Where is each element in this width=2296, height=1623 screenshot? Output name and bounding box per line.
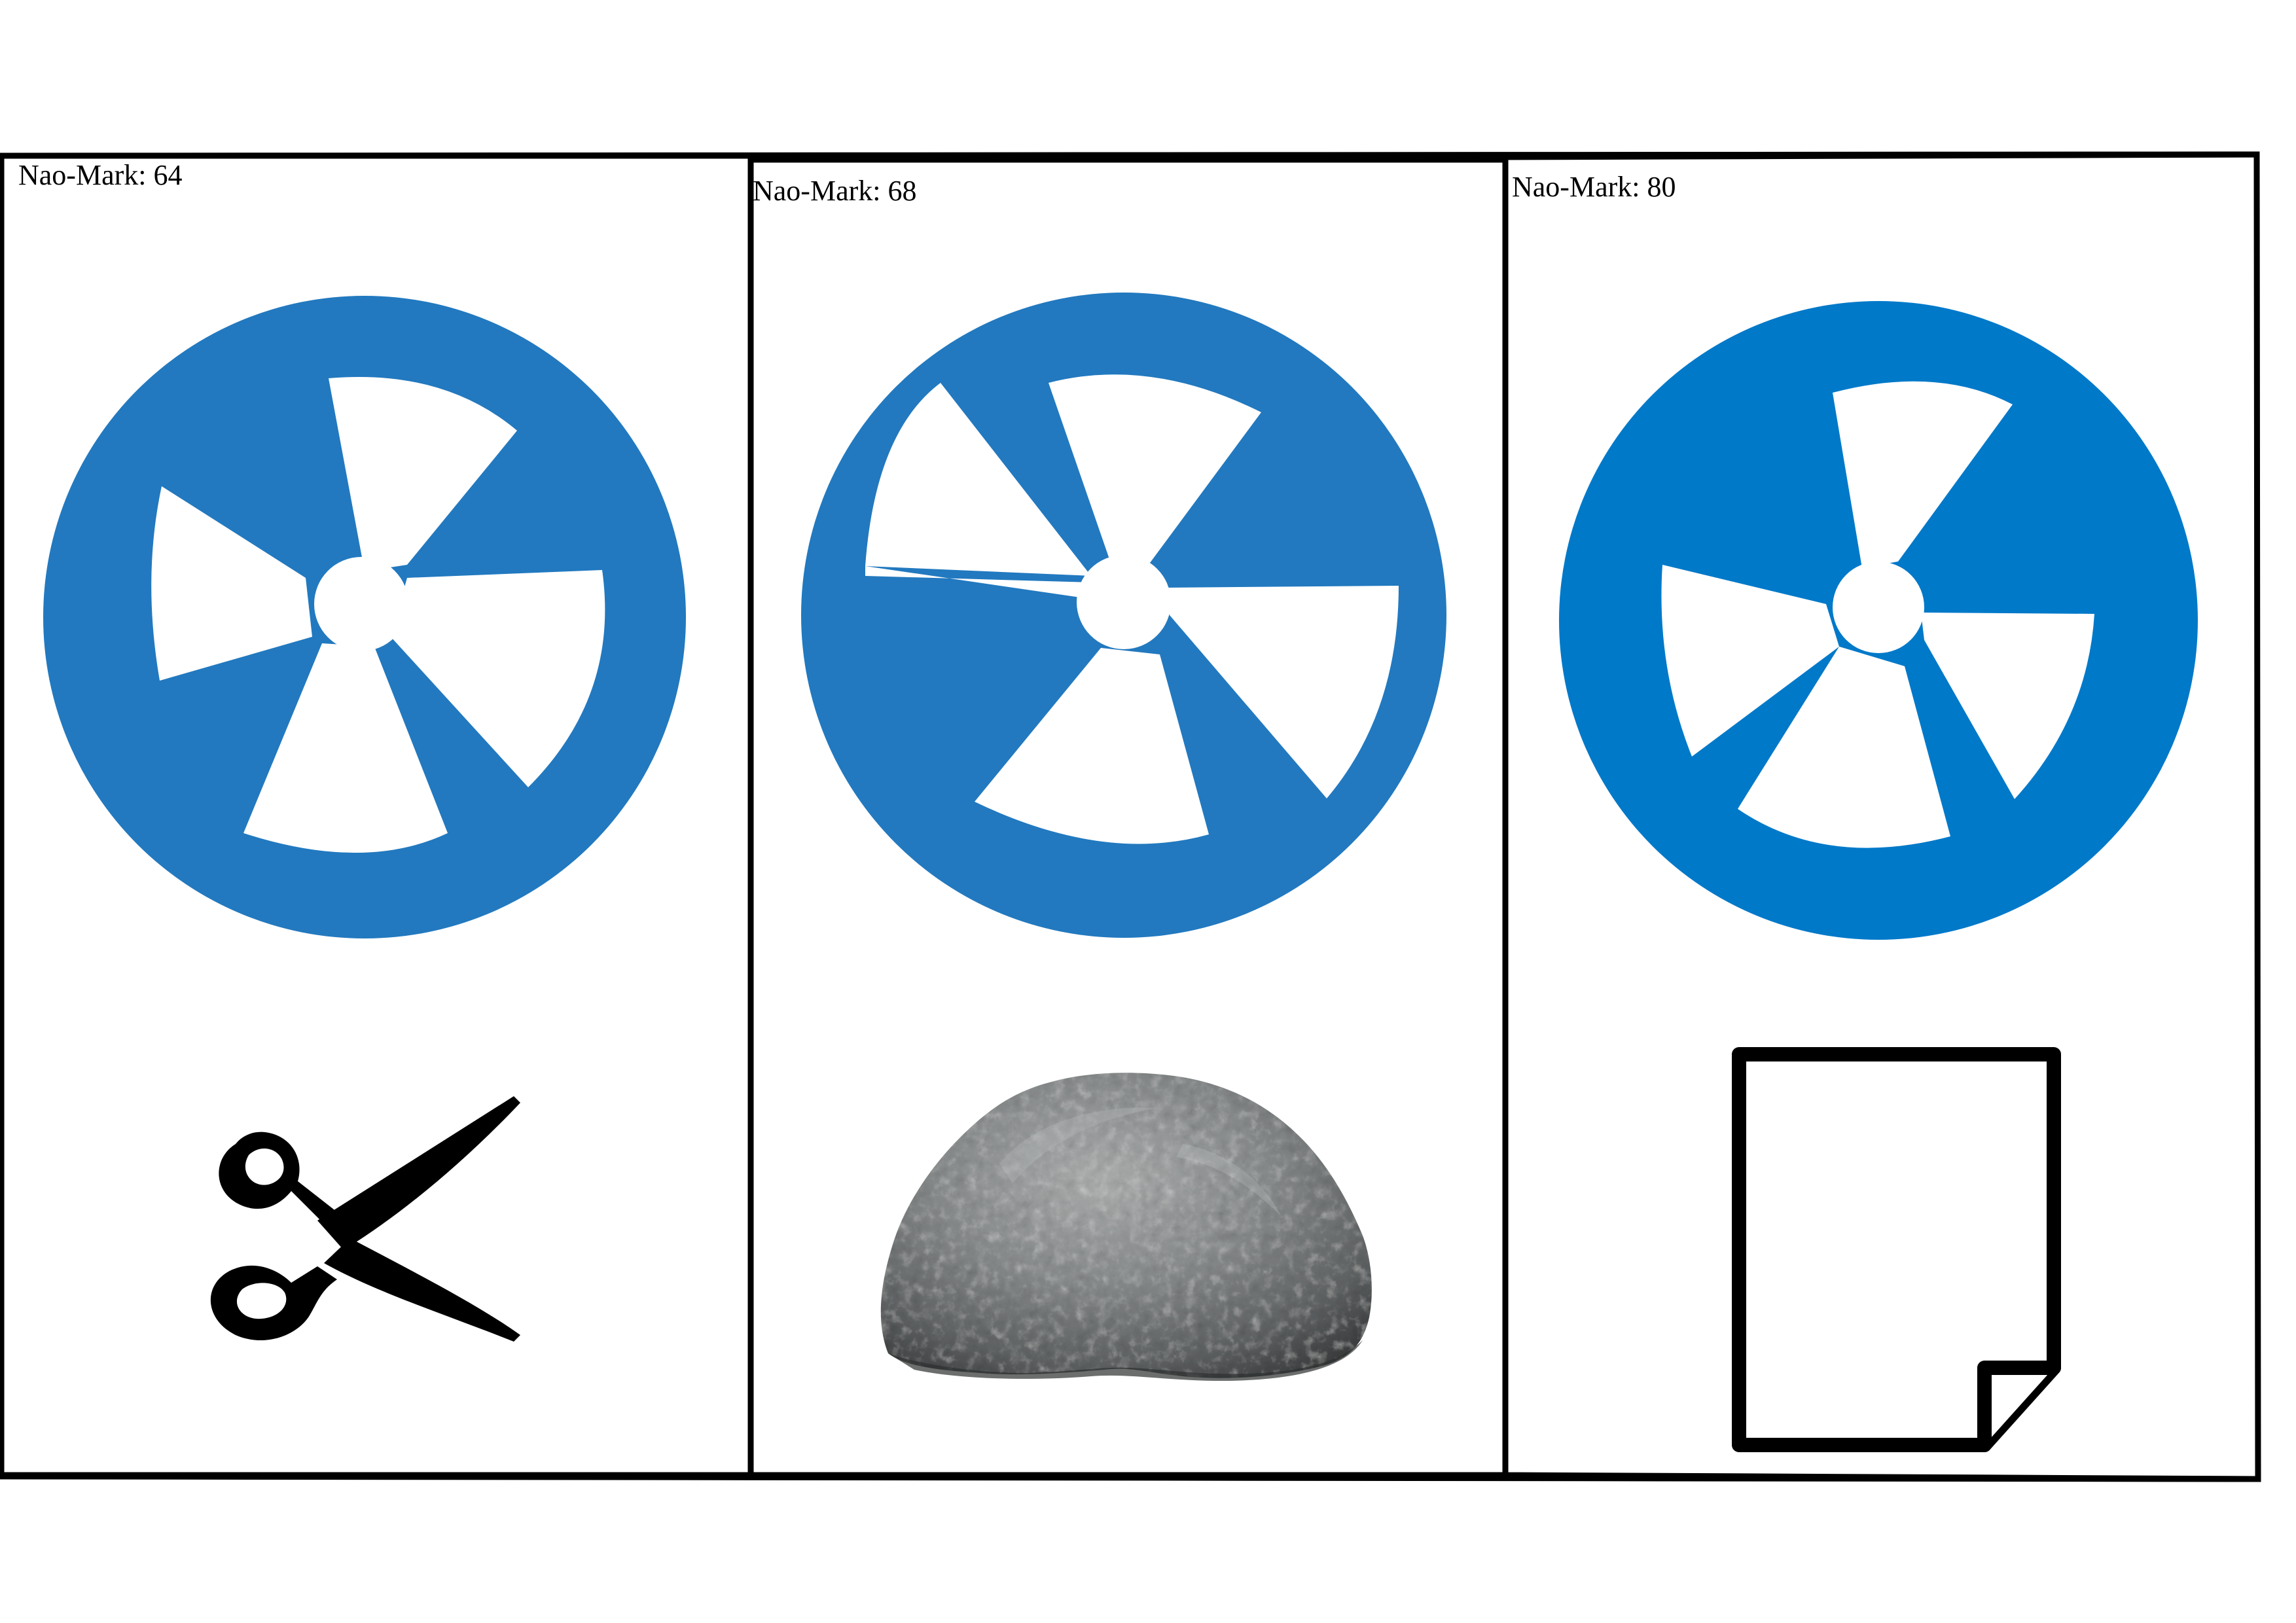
top-edge: [0, 151, 2259, 159]
nao-mark-icon: [43, 296, 686, 938]
card-label: Nao-Mark: 64: [18, 159, 183, 191]
card-label: Nao-Mark: 68: [753, 175, 917, 207]
scissors-icon: [210, 1096, 520, 1342]
card-label: Nao-Mark: 80: [1512, 171, 1676, 203]
card-grid: [0, 151, 2261, 1482]
nao-mark-icon: [1559, 301, 2198, 940]
rock-icon: [880, 1073, 1372, 1382]
paper-icon: [1732, 1047, 2061, 1452]
bottom-edge: [0, 1473, 2260, 1482]
nao-mark-icon: [801, 293, 1446, 938]
